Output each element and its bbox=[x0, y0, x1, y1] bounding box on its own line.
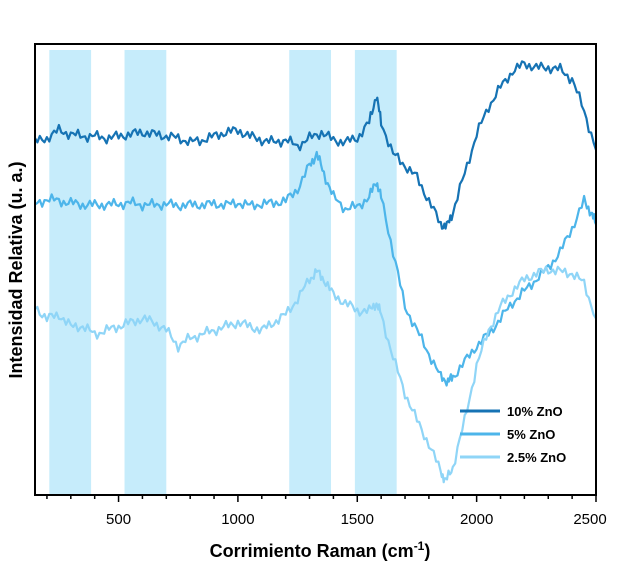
x-tick-label: 2000 bbox=[460, 511, 493, 528]
y-axis-title: Intensidad Relativa (u. a.) bbox=[6, 161, 26, 378]
x-axis-title-suffix: ) bbox=[424, 541, 430, 561]
x-ticks: 500 1000 1500 2000 2500 bbox=[46, 495, 607, 528]
highlight-band-3 bbox=[289, 50, 332, 495]
highlight-band-4 bbox=[354, 50, 397, 495]
legend: 10% ZnO 5% ZnO 2.5% ZnO bbox=[460, 404, 566, 465]
highlight-band-2 bbox=[124, 50, 167, 495]
x-tick-label: 2500 bbox=[573, 511, 606, 528]
series-lines bbox=[34, 60, 598, 484]
highlight-band-1 bbox=[49, 50, 92, 495]
x-tick-label: 1500 bbox=[341, 511, 374, 528]
x-tick-label: 1000 bbox=[221, 511, 254, 528]
series-line-1 bbox=[34, 60, 598, 230]
legend-label-1: 10% ZnO bbox=[507, 404, 563, 419]
series-line-3 bbox=[34, 265, 597, 484]
plot-frame bbox=[34, 43, 597, 496]
legend-label-2: 5% ZnO bbox=[507, 427, 555, 442]
x-axis-title-sup: -1 bbox=[414, 539, 425, 553]
highlight-bands bbox=[49, 50, 397, 495]
x-axis-title: Corrimiento Raman (cm-1) bbox=[210, 539, 431, 561]
legend-label-3: 2.5% ZnO bbox=[507, 450, 566, 465]
series-line-2 bbox=[34, 150, 597, 387]
x-tick-label: 500 bbox=[106, 511, 131, 528]
